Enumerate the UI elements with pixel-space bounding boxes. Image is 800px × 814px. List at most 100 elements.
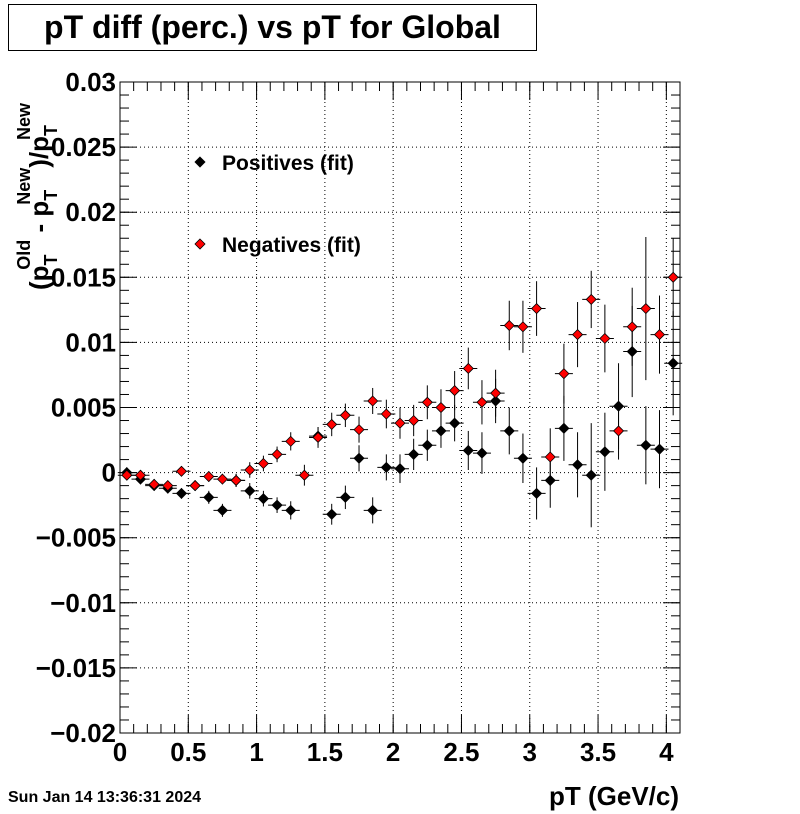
data-point — [367, 395, 379, 407]
chart-title: pT diff (perc.) vs pT for Global — [44, 9, 501, 45]
data-point — [408, 448, 420, 460]
x-tick-label: 1 — [249, 737, 263, 767]
data-point — [476, 396, 488, 408]
legend-marker — [194, 238, 206, 250]
data-point — [462, 362, 474, 375]
y-tick-labels: −0.02 −0.015 −0.01 −0.005 0 0.005 0.01 0.015 0.0… — [36, 67, 116, 748]
data-point — [257, 493, 269, 505]
data-point — [421, 439, 433, 451]
x-tick-label: 2.5 — [443, 737, 479, 767]
data-point — [148, 478, 160, 490]
y-tick-label: 0 — [102, 458, 116, 488]
data-point — [380, 461, 392, 473]
data-point — [503, 319, 515, 332]
data-point — [599, 446, 611, 458]
x-tick-label: 3 — [523, 737, 537, 767]
data-point — [216, 473, 229, 485]
data-point — [134, 469, 147, 481]
data-point — [326, 508, 338, 520]
data-series — [117, 236, 683, 528]
data-point — [421, 396, 433, 408]
data-point — [394, 417, 406, 429]
legend-marker — [194, 156, 206, 168]
legend-label: Negatives (fit) — [222, 234, 361, 257]
data-point — [380, 408, 392, 420]
data-point — [216, 504, 229, 516]
data-point — [667, 357, 679, 369]
data-point — [640, 439, 652, 451]
data-point — [476, 447, 488, 459]
x-axis-title: pT (GeV/c) — [548, 781, 679, 811]
data-point — [408, 414, 420, 427]
data-point — [203, 491, 215, 503]
series-2 — [117, 236, 683, 492]
data-point — [367, 504, 379, 516]
x-tick-label: 4 — [659, 737, 674, 767]
data-point — [435, 401, 447, 414]
legend-label: Positives (fit) — [222, 152, 354, 175]
x-tick-label: 2 — [386, 737, 400, 767]
data-point — [162, 480, 174, 492]
data-point — [517, 452, 529, 464]
data-point — [271, 448, 283, 460]
data-point — [339, 491, 351, 503]
data-point — [285, 435, 297, 447]
y-tick-label: −0.02 — [50, 718, 116, 748]
data-point — [394, 463, 406, 475]
data-point — [449, 385, 461, 397]
data-point — [203, 470, 215, 483]
data-point — [312, 431, 324, 444]
x-tick-label: 0.5 — [170, 737, 206, 767]
data-point — [230, 474, 242, 486]
y-tick-label: −0.005 — [36, 523, 116, 553]
data-point — [531, 487, 543, 499]
data-point — [571, 329, 584, 341]
data-point — [244, 485, 256, 497]
data-point — [558, 422, 570, 434]
data-point — [189, 480, 201, 492]
data-point — [462, 444, 474, 457]
x-tick-label: 1.5 — [307, 737, 343, 767]
data-point — [517, 321, 529, 333]
data-point — [640, 302, 652, 315]
chart-title-box: pT diff (perc.) vs pT for Global — [8, 4, 537, 51]
data-point — [653, 443, 666, 455]
legend: Positives (fit) Negatives (fit) — [194, 152, 361, 257]
data-point — [490, 387, 502, 399]
data-point — [257, 457, 269, 470]
x-tick-label: 0 — [113, 737, 127, 767]
data-point — [653, 329, 666, 341]
y-tick-label: 0.025 — [51, 132, 116, 162]
y-tick-label: 0.005 — [51, 393, 116, 423]
y-axis-title-text: (pTOld - pTNew)/pTNew — [14, 102, 61, 290]
data-point — [353, 424, 365, 436]
y-axis-title: (pTOld - pTNew)/pTNew — [14, 102, 61, 290]
data-point — [503, 425, 515, 437]
data-point — [585, 293, 597, 305]
data-point — [571, 459, 584, 471]
y-tick-label: −0.015 — [36, 653, 116, 683]
timestamp: Sun Jan 14 13:36:31 2024 — [8, 789, 202, 806]
data-point — [599, 332, 611, 345]
data-point — [244, 464, 256, 476]
data-point — [435, 425, 447, 437]
data-point — [285, 504, 297, 516]
data-point — [175, 465, 188, 477]
y-tick-label: 0.03 — [65, 67, 116, 97]
data-point — [298, 469, 310, 481]
x-tick-labels: 0 0.5 1 1.5 2 2.5 3 3.5 4 — [113, 737, 674, 767]
x-tick-label: 3.5 — [580, 737, 616, 767]
data-point — [449, 417, 461, 429]
data-point — [121, 469, 133, 481]
data-point — [558, 368, 570, 380]
data-point — [175, 487, 188, 499]
data-point — [612, 425, 625, 437]
data-point — [531, 302, 543, 315]
data-point — [544, 451, 556, 463]
data-point — [585, 469, 597, 481]
y-tick-label: −0.01 — [50, 588, 116, 618]
y-tick-label: 0.01 — [65, 327, 116, 357]
data-point — [326, 418, 338, 430]
axis-ticks — [119, 81, 681, 734]
